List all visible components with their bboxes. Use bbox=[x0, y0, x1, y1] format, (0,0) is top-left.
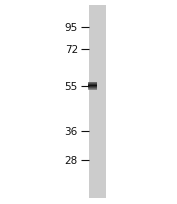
Bar bbox=[87, 84, 97, 85]
Bar bbox=[87, 86, 97, 87]
Bar bbox=[87, 85, 97, 86]
Bar bbox=[89, 6, 106, 198]
Text: 95: 95 bbox=[65, 23, 78, 32]
Text: 28: 28 bbox=[65, 155, 78, 165]
Text: 55: 55 bbox=[65, 82, 78, 92]
Bar bbox=[87, 90, 97, 91]
Text: 72: 72 bbox=[65, 45, 78, 55]
Bar bbox=[87, 83, 97, 84]
Bar bbox=[87, 89, 97, 90]
Bar bbox=[87, 88, 97, 89]
Bar bbox=[87, 87, 97, 88]
Text: 36: 36 bbox=[65, 127, 78, 136]
